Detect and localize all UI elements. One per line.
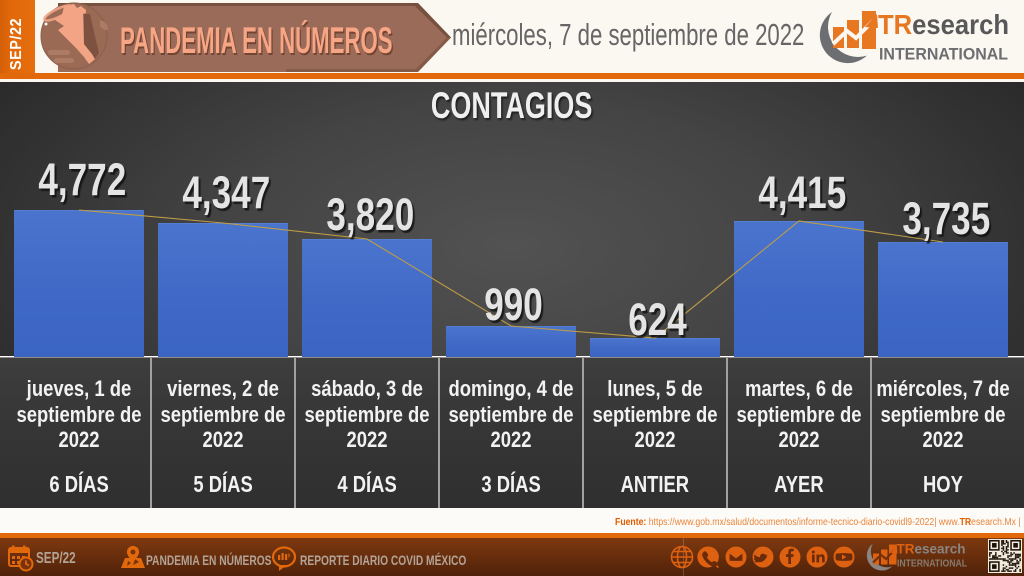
- svg-text:INTERNATIONAL: INTERNATIONAL: [879, 46, 1008, 64]
- svg-text:TResearch: TResearch: [897, 542, 966, 557]
- svg-text:INTERNATIONAL: INTERNATIONAL: [897, 559, 967, 570]
- svg-text:TResearch: TResearch: [878, 9, 1009, 40]
